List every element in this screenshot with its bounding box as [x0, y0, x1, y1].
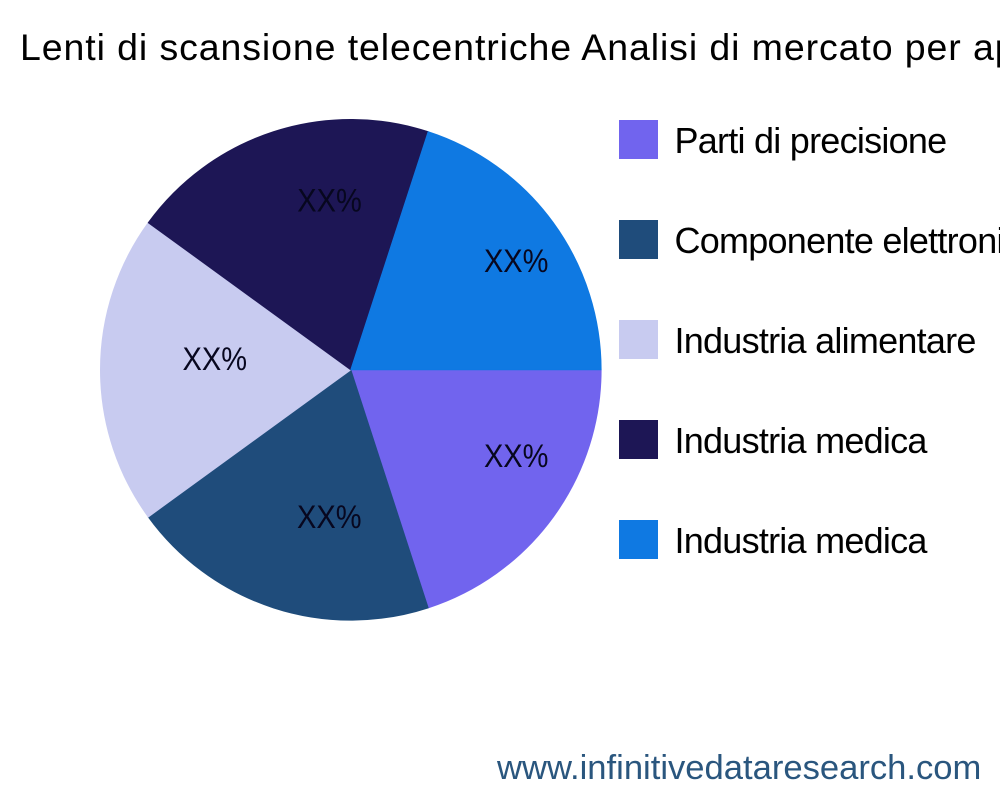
- svg-text:XX%: XX%: [484, 243, 549, 279]
- svg-text:XX%: XX%: [484, 438, 549, 474]
- svg-text:XX%: XX%: [297, 182, 362, 218]
- svg-text:XX%: XX%: [297, 499, 362, 535]
- svg-text:XX%: XX%: [183, 341, 248, 377]
